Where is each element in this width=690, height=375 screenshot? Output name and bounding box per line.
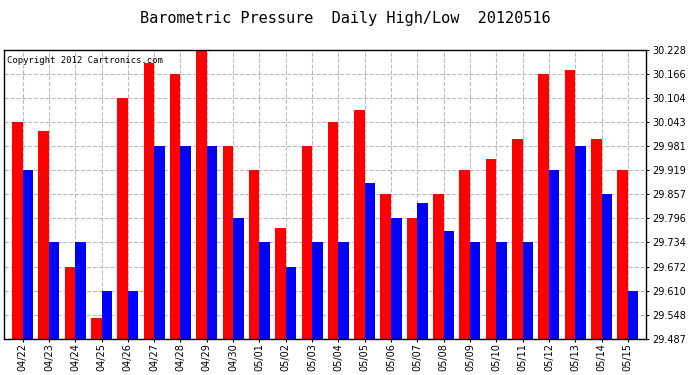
- Bar: [444, 231, 454, 339]
- Bar: [522, 242, 533, 339]
- Bar: [196, 50, 207, 339]
- Bar: [117, 98, 128, 339]
- Bar: [391, 218, 402, 339]
- Bar: [128, 291, 139, 339]
- Bar: [23, 170, 33, 339]
- Bar: [328, 122, 338, 339]
- Bar: [591, 139, 602, 339]
- Bar: [259, 242, 270, 339]
- Bar: [380, 195, 391, 339]
- Bar: [564, 70, 575, 339]
- Bar: [249, 170, 259, 339]
- Bar: [312, 242, 323, 339]
- Bar: [75, 242, 86, 339]
- Bar: [170, 74, 181, 339]
- Bar: [470, 242, 480, 339]
- Bar: [65, 267, 75, 339]
- Bar: [407, 218, 417, 339]
- Bar: [575, 146, 586, 339]
- Bar: [512, 139, 522, 339]
- Bar: [302, 146, 312, 339]
- Bar: [496, 242, 506, 339]
- Bar: [628, 291, 638, 339]
- Bar: [181, 146, 191, 339]
- Bar: [144, 63, 154, 339]
- Bar: [486, 159, 496, 339]
- Bar: [49, 242, 59, 339]
- Bar: [433, 195, 444, 339]
- Text: Copyright 2012 Cartronics.com: Copyright 2012 Cartronics.com: [8, 56, 164, 64]
- Bar: [618, 170, 628, 339]
- Bar: [538, 74, 549, 339]
- Bar: [354, 110, 365, 339]
- Bar: [101, 291, 112, 339]
- Bar: [223, 146, 233, 339]
- Bar: [207, 146, 217, 339]
- Bar: [460, 170, 470, 339]
- Bar: [91, 318, 101, 339]
- Bar: [417, 203, 428, 339]
- Bar: [286, 267, 296, 339]
- Bar: [154, 146, 165, 339]
- Bar: [39, 131, 49, 339]
- Bar: [365, 183, 375, 339]
- Bar: [549, 170, 560, 339]
- Bar: [338, 242, 349, 339]
- Bar: [12, 122, 23, 339]
- Bar: [233, 218, 244, 339]
- Text: Barometric Pressure  Daily High/Low  20120516: Barometric Pressure Daily High/Low 20120…: [139, 11, 551, 26]
- Bar: [602, 195, 612, 339]
- Bar: [275, 228, 286, 339]
